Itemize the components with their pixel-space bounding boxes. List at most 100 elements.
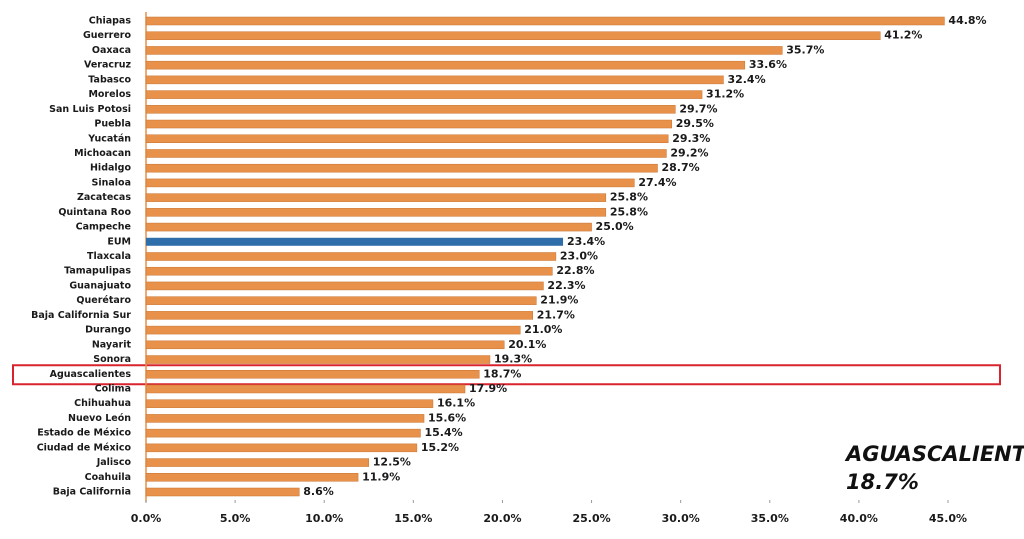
annotation-value: 18.7% bbox=[846, 470, 919, 494]
value-label: 25.8% bbox=[610, 191, 648, 204]
bar bbox=[145, 311, 533, 320]
value-label: 22.8% bbox=[556, 264, 594, 277]
y-tick-label: Michoacan bbox=[74, 148, 131, 159]
value-label: 22.3% bbox=[547, 279, 585, 292]
value-label: 15.6% bbox=[428, 411, 466, 424]
bar bbox=[145, 428, 421, 438]
bar bbox=[145, 178, 635, 188]
bar bbox=[145, 281, 544, 291]
bar bbox=[145, 16, 945, 26]
y-tick-label: Sinaloa bbox=[92, 177, 131, 188]
value-label: 25.0% bbox=[596, 220, 634, 233]
y-tick-label: Tabasco bbox=[88, 74, 131, 85]
bar bbox=[145, 31, 881, 40]
y-tick-label: Tamapulipas bbox=[64, 266, 131, 277]
bar bbox=[145, 252, 557, 261]
value-label: 11.9% bbox=[362, 470, 400, 483]
value-label: 29.7% bbox=[679, 102, 717, 115]
y-tick-label: Colima bbox=[95, 383, 131, 394]
value-label: 23.4% bbox=[567, 235, 605, 248]
y-tick-label: Campeche bbox=[76, 222, 131, 233]
bar bbox=[145, 90, 703, 99]
bar bbox=[145, 414, 425, 423]
y-tick-label: EUM bbox=[107, 236, 131, 247]
value-label: 8.6% bbox=[303, 485, 334, 498]
x-tick-label: 20.0% bbox=[483, 512, 521, 525]
value-label: 15.2% bbox=[421, 441, 459, 454]
y-tick-label: Chiapas bbox=[89, 16, 132, 27]
annotation-title: AGUASCALIENTES bbox=[844, 442, 1024, 466]
y-tick-label: Nayarit bbox=[92, 339, 132, 350]
bar bbox=[145, 105, 676, 114]
value-label: 29.5% bbox=[676, 117, 714, 130]
y-tick-label: Hidalgo bbox=[90, 163, 131, 174]
y-tick-label: San Luis Potosi bbox=[49, 104, 131, 115]
bar bbox=[145, 384, 466, 394]
bar bbox=[145, 487, 300, 497]
bar bbox=[145, 355, 491, 364]
value-label: 21.0% bbox=[524, 323, 562, 336]
bar bbox=[145, 222, 592, 232]
y-tick-label: Puebla bbox=[94, 119, 131, 130]
value-label: 21.9% bbox=[540, 294, 578, 307]
value-label: 35.7% bbox=[786, 43, 824, 56]
value-label: 32.4% bbox=[727, 73, 765, 86]
y-tick-label: Baja California bbox=[53, 487, 131, 498]
y-tick-label: Guerrero bbox=[83, 30, 132, 41]
value-label: 19.3% bbox=[494, 353, 532, 366]
value-label: 33.6% bbox=[749, 58, 787, 71]
bar bbox=[145, 399, 434, 408]
x-tick-label: 0.0% bbox=[131, 512, 162, 525]
bar bbox=[145, 340, 505, 350]
value-label: 29.3% bbox=[672, 132, 710, 145]
bar bbox=[145, 163, 658, 173]
bar bbox=[146, 237, 564, 246]
y-tick-label: Morelos bbox=[88, 89, 131, 100]
y-tick-label: Yucatán bbox=[87, 133, 131, 144]
value-label: 41.2% bbox=[884, 29, 922, 42]
y-tick-label: Quintana Roo bbox=[58, 207, 131, 218]
x-tick-label: 40.0% bbox=[840, 512, 878, 525]
y-tick-label: Querétaro bbox=[76, 295, 131, 306]
x-tick-label: 45.0% bbox=[929, 512, 967, 525]
value-label: 27.4% bbox=[638, 176, 676, 189]
value-label: 25.8% bbox=[610, 205, 648, 218]
bar bbox=[145, 296, 537, 305]
y-tick-label: Estado de México bbox=[37, 428, 131, 439]
y-tick-label: Veracruz bbox=[84, 60, 131, 71]
bar bbox=[145, 266, 553, 276]
y-tick-label: Zacatecas bbox=[77, 192, 131, 203]
x-tick-label: 5.0% bbox=[220, 512, 251, 525]
x-tick-label: 30.0% bbox=[662, 512, 700, 525]
value-label: 20.1% bbox=[508, 338, 546, 351]
x-tick-label: 15.0% bbox=[394, 512, 432, 525]
y-tick-label: Jalisco bbox=[96, 457, 132, 468]
value-label: 28.7% bbox=[661, 161, 699, 174]
value-label: 23.0% bbox=[560, 250, 598, 263]
bar bbox=[145, 134, 669, 143]
bar bbox=[145, 46, 783, 55]
value-label: 21.7% bbox=[537, 308, 575, 321]
value-label: 44.8% bbox=[948, 14, 986, 27]
value-label: 17.9% bbox=[469, 382, 507, 395]
y-tick-label: Nuevo León bbox=[68, 413, 131, 424]
value-label: 29.2% bbox=[670, 146, 708, 159]
x-tick-label: 35.0% bbox=[751, 512, 789, 525]
bar bbox=[145, 193, 607, 202]
y-tick-label: Durango bbox=[85, 325, 131, 336]
value-label: 15.4% bbox=[424, 426, 462, 439]
y-tick-label: Tlaxcala bbox=[87, 251, 131, 262]
bar bbox=[145, 149, 667, 158]
bar bbox=[145, 119, 673, 129]
y-tick-label: Chihuahua bbox=[74, 398, 131, 409]
bar bbox=[145, 473, 359, 482]
y-tick-label: Coahuila bbox=[85, 472, 131, 483]
value-label: 12.5% bbox=[373, 456, 411, 469]
bar bbox=[145, 443, 418, 453]
bar bbox=[145, 458, 370, 467]
bar bbox=[145, 370, 480, 379]
highlight-box bbox=[12, 364, 1001, 386]
bar bbox=[145, 208, 607, 217]
x-tick-label: 25.0% bbox=[572, 512, 610, 525]
